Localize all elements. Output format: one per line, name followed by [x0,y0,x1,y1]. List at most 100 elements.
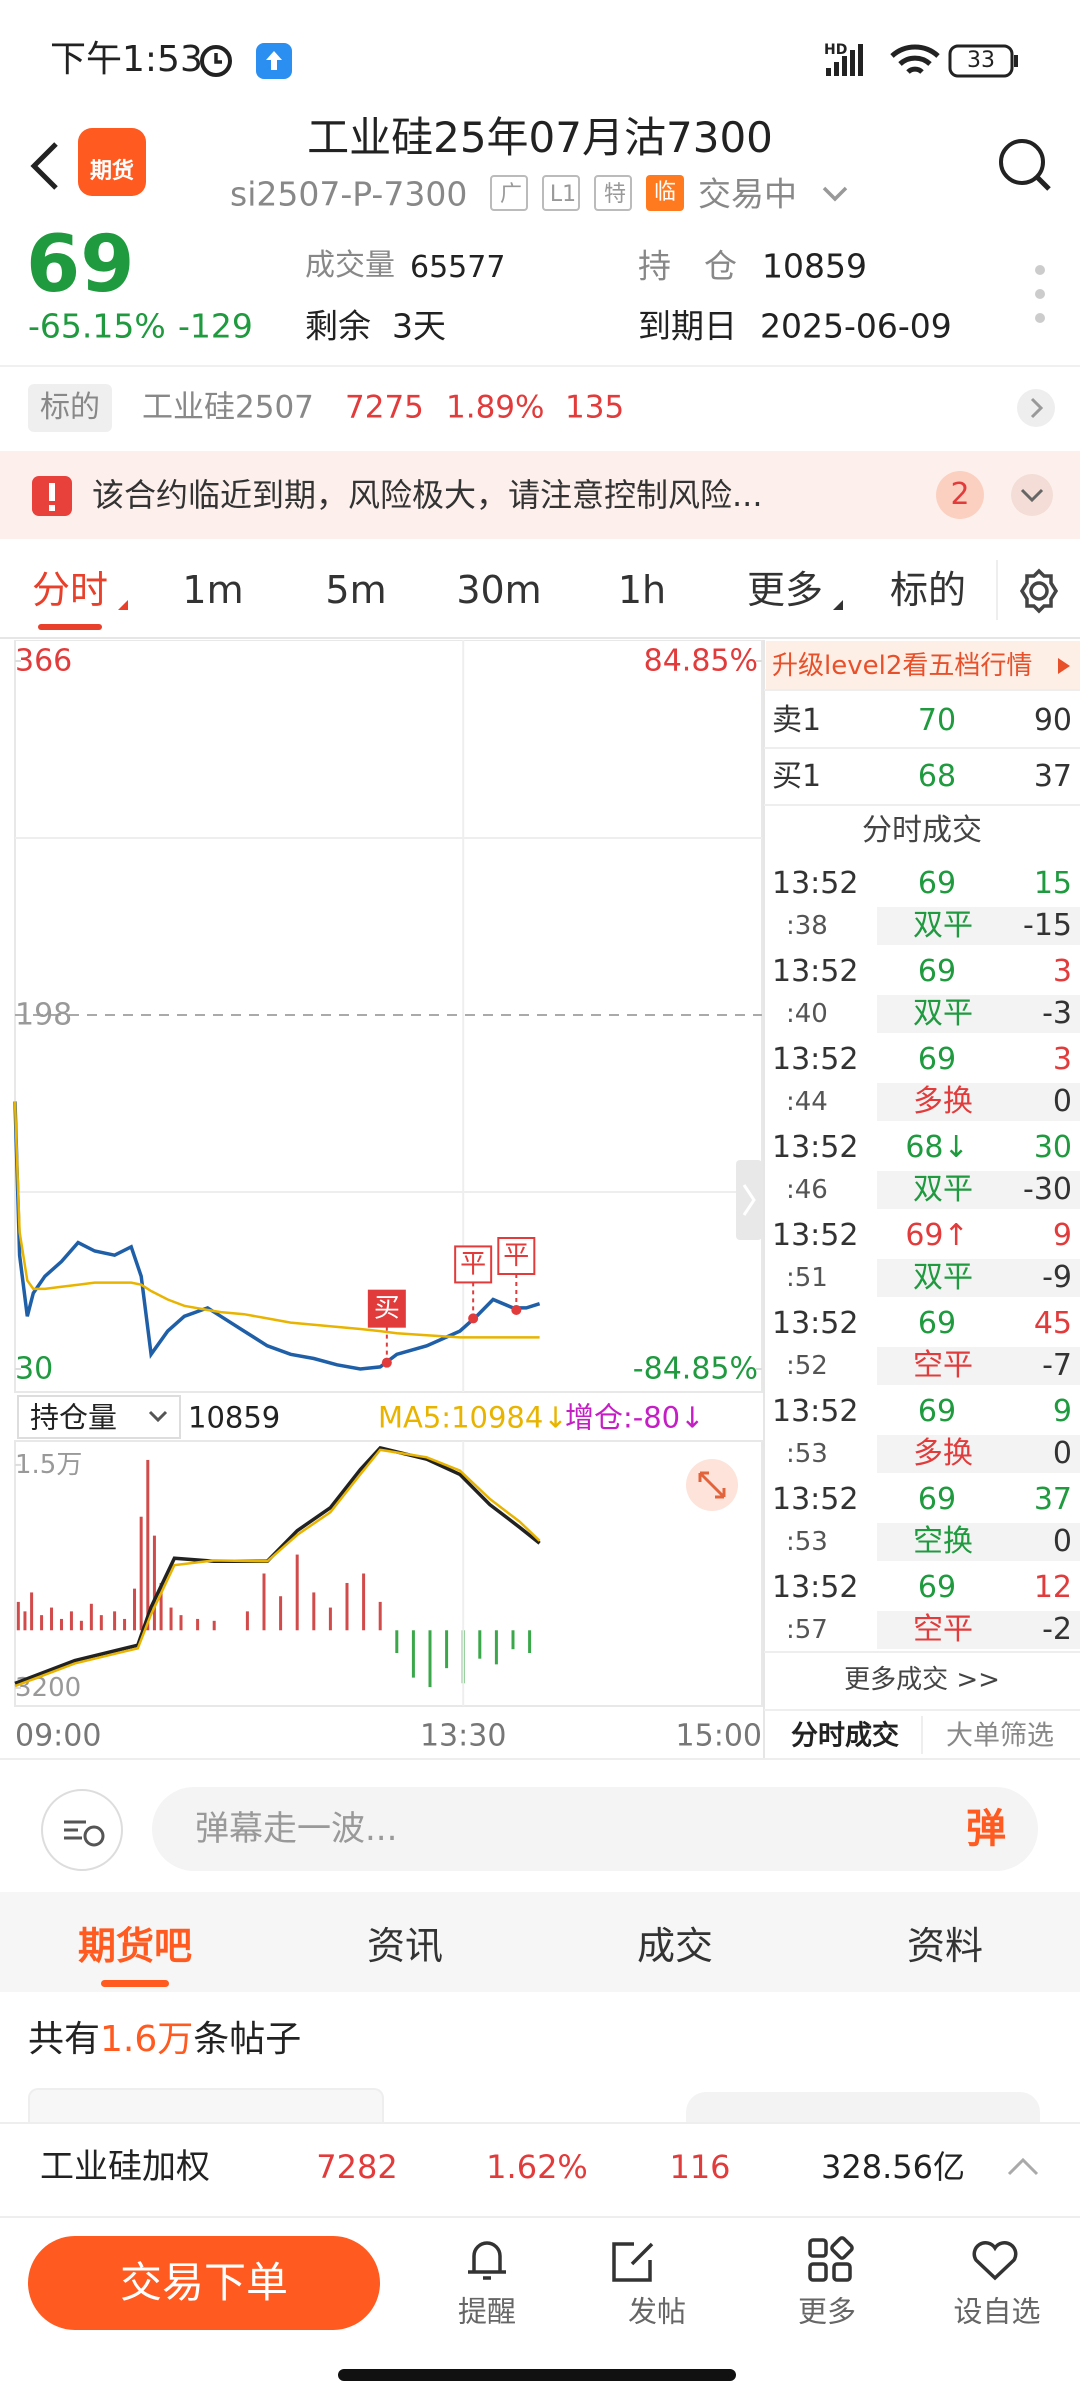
comment-input[interactable] [152,1787,1038,1871]
post-count-number: 1.6万 [100,2019,194,2060]
contract-title: 工业硅25年07月沽7300 [307,113,773,162]
settings-button[interactable] [1016,568,1062,614]
trade-change: -3 [1042,996,1072,1031]
trade-row-bg [877,1523,1080,1561]
trade-change: -30 [1023,1172,1072,1207]
danmaku-toggle[interactable] [40,1788,124,1872]
tag: 特 [594,175,632,211]
tab-underline [38,624,102,630]
trade-price: 69 [917,1570,957,1605]
bar [69,1611,73,1631]
warning-icon [32,476,72,516]
back-button[interactable] [24,140,64,192]
trade-price: 69 [917,1042,957,1077]
more-trades[interactable]: 更多成交 >> [844,1665,1000,1695]
position-selector[interactable]: 持仓量 [30,1400,118,1435]
period-tab[interactable]: 5m [325,568,387,612]
tab-caret [118,600,128,610]
bar [478,1630,482,1659]
nav-item[interactable]: 更多 [797,2294,857,2329]
notice-expand[interactable] [1010,473,1054,517]
expiry: 2025-06-09 [760,306,952,346]
bar [179,1615,183,1631]
trade-second: :38 [786,911,828,941]
series-line [13,1101,541,1371]
post-count: 共有1.6万条帖子 [28,2022,301,2058]
trade-time: 13:52 [772,954,859,989]
remaining: 3天 [392,306,446,346]
series-line [14,1448,541,1688]
index-bar[interactable] [0,2122,1080,2218]
trade-type: 双平 [913,996,973,1031]
post-count-suffix: 条帖子 [193,2019,302,2060]
bar [295,1554,299,1631]
trade-row-bg [877,1347,1080,1385]
index-change-percent: 1.62% [486,2148,588,2186]
period-tab[interactable]: 分时 [31,568,109,612]
upgrade-banner[interactable] [766,641,1080,689]
trades-title: 分时成交 [862,813,982,848]
open-interest-label: 持 仓 [638,246,737,286]
danmaku-button[interactable]: 弹 [966,1806,1006,1852]
trade-row-bg [877,907,1080,945]
trade-time: 13:52 [772,1306,859,1341]
trade-change: 0 [1052,1436,1072,1471]
tag: 临 [646,175,684,211]
nav-item[interactable]: 发帖 [627,2294,687,2329]
bar [362,1573,366,1631]
bar [169,1607,173,1631]
bar [328,1607,332,1631]
open-interest: 10859 [762,246,867,286]
upgrade-text[interactable]: 升级level2看五档行情 [772,651,1033,681]
annotation-point [511,1305,522,1315]
trade-change: 0 [1052,1524,1072,1559]
trade-tab[interactable]: 分时成交 [791,1720,899,1752]
underlying-change-percent: 1.89% [446,389,545,426]
tag-text: 临 [653,180,677,205]
trade-type: 空平 [913,1348,973,1383]
period-tab[interactable]: 1h [617,568,667,612]
contract-code: si2507-P-7300 [230,174,468,214]
trade-volume: 9 [1052,1218,1072,1253]
notice-badge: 2 [936,471,984,519]
trade-volume: 3 [1052,954,1072,989]
index-expand[interactable] [1006,2155,1040,2179]
notice-banner[interactable] [0,451,1080,539]
bar [123,1618,127,1631]
nav-item[interactable]: 提醒 [457,2294,517,2329]
divider [0,365,1080,367]
trade-type: 多换 [913,1084,973,1119]
period-tab[interactable]: 30m [456,568,542,612]
trade-change: -7 [1042,1348,1072,1383]
trade-price: 69 [917,954,957,989]
tag: L1 [542,175,580,211]
index-turnover: 328.56亿 [821,2148,965,2186]
x-tick-label: 09:00 [15,1719,101,1754]
section-tab[interactable]: 期货吧 [77,1924,193,1968]
trade-type: 多换 [913,1436,973,1471]
trade-volume: 12 [1033,1570,1072,1605]
trade-time: 13:52 [772,1394,859,1429]
tab-separator [996,560,998,620]
section-tab[interactable]: 资讯 [366,1924,444,1968]
bar [146,1459,150,1631]
underlying-arrow[interactable] [1016,388,1056,428]
period-tab[interactable]: 标的 [889,568,967,612]
position-change: 增仓:-80↓ [565,1400,705,1435]
section-tab[interactable]: 资料 [906,1924,984,1968]
more-dots[interactable] [1030,262,1050,332]
trade-button[interactable]: 交易下单 [28,2236,380,2330]
section-tab[interactable]: 成交 [636,1924,714,1968]
period-tab[interactable]: 更多 [746,568,824,612]
trade-change: -9 [1042,1260,1072,1295]
period-tab[interactable]: 1m [182,568,244,612]
upgrade-arrow [1058,658,1070,674]
trading-status[interactable]: 交易中 [698,174,797,214]
trade-volume: 37 [1033,1482,1072,1517]
search-button[interactable] [995,135,1055,195]
trade-tab[interactable]: 大单筛选 [946,1720,1054,1752]
last-price: 69 [26,220,135,310]
trade-price: 69 [917,1306,957,1341]
trade-second: :46 [786,1175,828,1205]
nav-item[interactable]: 设自选 [953,2294,1041,2329]
